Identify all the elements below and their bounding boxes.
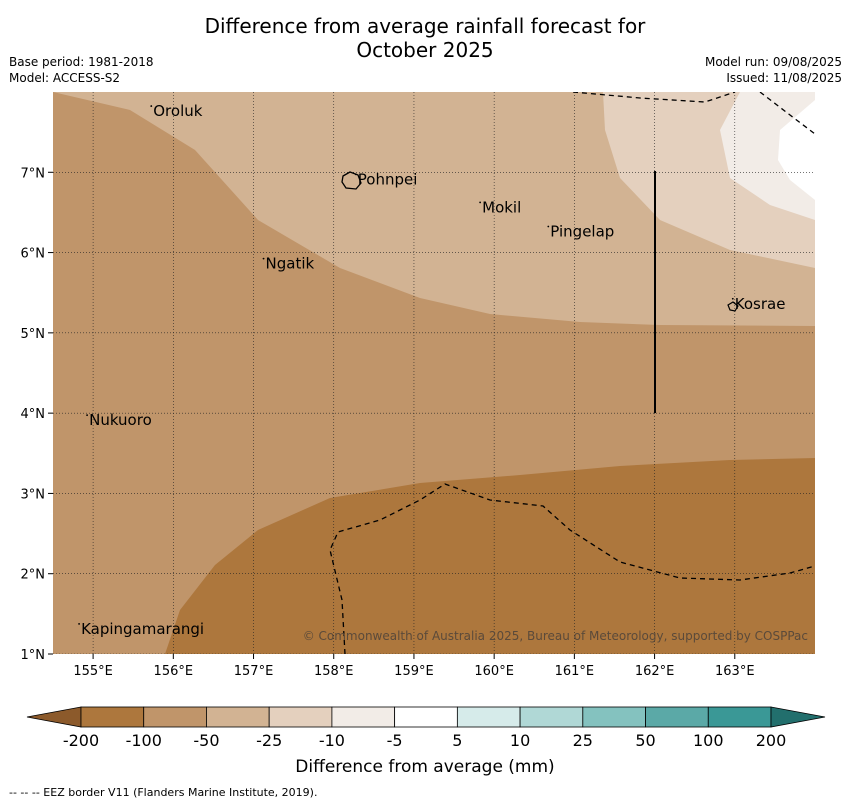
- lon-tick-label: 162°E: [635, 664, 675, 679]
- legend-title: Difference from average (mm): [295, 757, 554, 777]
- place-marker: [262, 257, 265, 260]
- legend-swatch: [707, 706, 772, 728]
- legend-tick-label: -10: [319, 731, 345, 750]
- model-run: Model run: 09/08/2025: [704, 55, 842, 69]
- lat-tick-label: 4°N: [21, 407, 46, 422]
- issued-date: Issued: 11/08/2025: [726, 71, 842, 85]
- place-label: Mokil: [482, 198, 521, 216]
- place-label: Pingelap: [550, 223, 614, 241]
- legend-swatch: [268, 706, 333, 728]
- place-marker: [78, 623, 80, 625]
- legend-swatch: [206, 706, 270, 728]
- eez-border-northeast: [759, 92, 815, 135]
- place-marker: [731, 297, 734, 300]
- lon-tick-label: 156°E: [154, 664, 194, 679]
- place-marker: [86, 414, 88, 417]
- legend-swatch: [582, 706, 646, 728]
- place-marker: [479, 201, 482, 204]
- place-label: Kosrae: [735, 295, 786, 313]
- legend-swatch: [456, 706, 521, 728]
- place-label: Ngatik: [266, 255, 315, 273]
- title-line-1: Difference from average rainfall forecas…: [204, 14, 646, 38]
- eez-footnote: -- -- -- EEZ border V11 (Flanders Marine…: [9, 786, 318, 799]
- lon-tick-label: 158°E: [314, 664, 354, 679]
- lat-tick-label: 2°N: [21, 568, 46, 583]
- lon-tick-label: 160°E: [474, 664, 514, 679]
- place-marker: [547, 225, 550, 228]
- eez-border-south: [329, 483, 815, 654]
- base-period: Base period: 1981-2018: [9, 55, 154, 69]
- legend-swatch: [394, 706, 458, 728]
- band-minus-100-to-200: [165, 458, 815, 654]
- legend-swatch: [645, 706, 709, 728]
- chart-title: Difference from average rainfall forecas…: [0, 14, 850, 62]
- legend-swatch: [80, 706, 145, 728]
- lat-tick-label: 5°N: [21, 327, 46, 342]
- lat-tick-label: 6°N: [21, 247, 46, 262]
- legend-swatch: [143, 706, 207, 728]
- place-marker: [354, 173, 357, 176]
- lon-tick-label: 163°E: [715, 664, 755, 679]
- lon-tick-label: 161°E: [555, 664, 595, 679]
- lon-tick-label: 155°E: [73, 664, 113, 679]
- place-labels: Oroluk Pohnpei Mokil Pingelap Ngatik Kosrae Nu…: [78, 102, 785, 638]
- latitude-tick-labels: 1°N 2°N 3°N 4°N 5°N 6°N 7°N: [21, 166, 53, 663]
- legend-swatch: [331, 706, 396, 728]
- legend-tick-label: -100: [126, 731, 162, 750]
- legend-tick-label: -50: [193, 731, 219, 750]
- map-gridlines: [53, 92, 815, 654]
- place-label: Oroluk: [153, 102, 202, 120]
- legend-tick-label: -5: [387, 731, 403, 750]
- legend-tick-label: 50: [635, 731, 655, 750]
- legend-tick-label: 100: [693, 731, 724, 750]
- legend-tick-label: 25: [573, 731, 593, 750]
- lat-tick-label: 3°N: [21, 487, 46, 502]
- place-label: Nukuoro: [89, 411, 152, 429]
- meta-right: Model run: 09/08/2025 Issued: 11/08/2025: [705, 54, 842, 86]
- lon-tick-label: 157°E: [234, 664, 274, 679]
- eez-border-north: [572, 92, 736, 103]
- band-near-zero: [778, 100, 815, 200]
- meta-left: Base period: 1981-2018 Model: ACCESS-S2: [9, 54, 154, 86]
- kosrae-coastline: [727, 301, 739, 312]
- place-label: Kapingamarangi: [81, 620, 204, 638]
- map-area: Oroluk Pohnpei Mokil Pingelap Ngatik Kosrae Nu…: [53, 92, 815, 654]
- longitude-tick-labels: 155°E 156°E 157°E 158°E 159°E 160°E 161°E 162°E…: [73, 654, 755, 679]
- place-label: Pohnpei: [358, 170, 418, 188]
- legend-tick-label: -200: [63, 731, 99, 750]
- legend-tick-label: 200: [756, 731, 787, 750]
- title-line-2: October 2025: [356, 38, 494, 62]
- legend-tick-label: 5: [452, 731, 462, 750]
- lon-tick-label: 159°E: [394, 664, 434, 679]
- lat-tick-label: 7°N: [21, 166, 46, 181]
- legend-arrow-high: [770, 706, 826, 728]
- pohnpei-coastline: [341, 171, 362, 190]
- lat-tick-label: 1°N: [21, 648, 46, 663]
- colorbar-legend: -200 -100 -50 -25 -10 -5 5 10 25 50 100 200: [26, 706, 826, 750]
- legend-swatch: [519, 706, 584, 728]
- model-name: Model: ACCESS-S2: [9, 71, 121, 85]
- legend-tick-label: 10: [510, 731, 530, 750]
- copyright-text: © Commonwealth of Australia 2025, Bureau…: [303, 629, 808, 643]
- legend-tick-label: -25: [256, 731, 282, 750]
- place-marker: [150, 105, 153, 107]
- legend-arrow-low: [26, 706, 82, 728]
- eez-borders: [329, 92, 815, 654]
